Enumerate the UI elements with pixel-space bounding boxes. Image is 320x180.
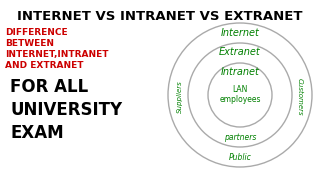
Text: Suppliers: Suppliers	[177, 81, 183, 113]
Text: Internet: Internet	[220, 28, 260, 38]
Text: partners: partners	[224, 134, 256, 143]
Text: DIFFERENCE: DIFFERENCE	[5, 28, 68, 37]
Text: Intranet: Intranet	[220, 67, 260, 77]
Text: BETWEEN: BETWEEN	[5, 39, 54, 48]
Text: AND EXTRANET: AND EXTRANET	[5, 61, 84, 70]
Text: INTERNET,INTRANET: INTERNET,INTRANET	[5, 50, 108, 59]
Text: LAN: LAN	[232, 86, 248, 94]
Text: INTERNET VS INTRANET VS EXTRANET: INTERNET VS INTRANET VS EXTRANET	[17, 10, 303, 23]
Text: Customers: Customers	[297, 78, 303, 116]
Text: Extranet: Extranet	[219, 47, 261, 57]
Text: Public: Public	[228, 154, 252, 163]
Text: employees: employees	[219, 96, 261, 105]
Text: FOR ALL
UNIVERSITY
EXAM: FOR ALL UNIVERSITY EXAM	[10, 78, 122, 142]
